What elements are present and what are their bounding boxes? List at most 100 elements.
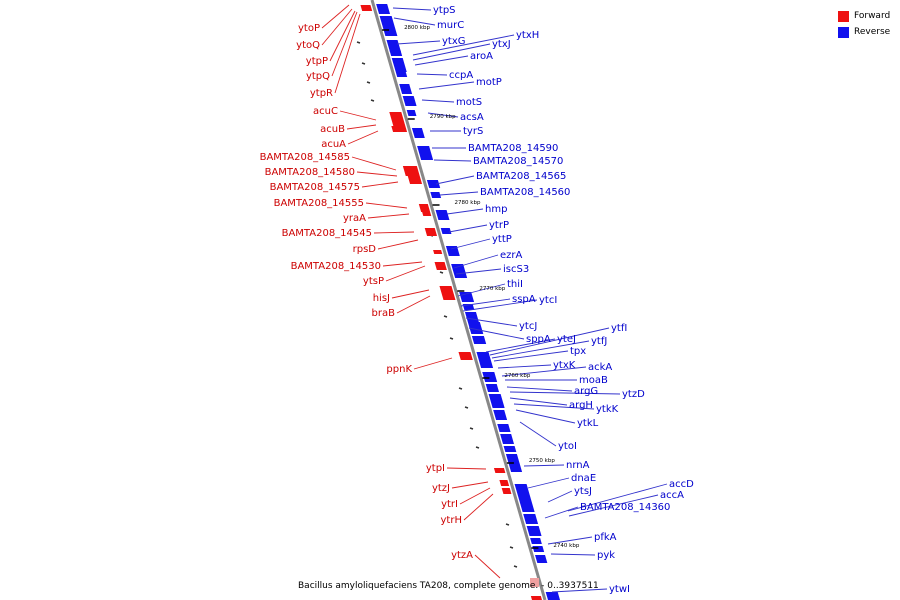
forward-gene-label: ytrH <box>441 515 462 526</box>
forward-gene-label: hisJ <box>373 293 390 304</box>
forward-feature-block <box>501 488 512 494</box>
forward-swatch <box>838 10 849 22</box>
forward-feature-block <box>493 468 506 473</box>
feature-dash <box>509 546 514 549</box>
reverse-feature-block <box>389 50 403 56</box>
reverse-gene-label: ytsJ <box>574 486 592 497</box>
reverse-gene-label: BAMTA208_14560 <box>480 187 570 198</box>
leader-line <box>361 181 399 188</box>
leader-line <box>331 11 358 77</box>
reverse-gene-label: murC <box>437 20 464 31</box>
feature-dash <box>475 446 480 449</box>
reverse-gene-label: iscS3 <box>503 264 529 275</box>
reverse-feature-block <box>526 526 542 536</box>
leader-line <box>377 239 419 250</box>
reverse-feature-block <box>508 464 523 472</box>
kbp-tick-label: 2750 kbp <box>529 458 555 464</box>
reverse-feature-block <box>386 40 401 52</box>
reverse-gene-label: ytxK <box>553 360 576 371</box>
forward-gene-label: BAMTA208_14585 <box>260 152 350 163</box>
forward-feature-block <box>530 596 542 600</box>
forward-gene-label: rpsD <box>353 244 377 255</box>
forward-gene-label: ytpQ <box>306 71 330 82</box>
reverse-feature-block <box>503 446 517 452</box>
forward-feature-block <box>434 262 447 270</box>
leader-line <box>334 13 361 94</box>
reverse-gene-label: dnaE <box>571 473 596 484</box>
leader-line <box>321 4 350 29</box>
reverse-gene-label: ytfJ <box>591 336 607 347</box>
leader-line <box>446 208 484 215</box>
leader-line <box>367 213 410 219</box>
reverse-gene-label: yttP <box>492 234 512 245</box>
reverse-gene-label: hmp <box>485 204 507 215</box>
leader-line <box>513 403 595 410</box>
forward-gene-label: yraA <box>343 213 366 224</box>
reverse-feature-block <box>514 484 535 512</box>
leader-line <box>509 397 568 406</box>
reverse-feature-block <box>435 210 450 220</box>
leader-line <box>396 40 441 45</box>
forward-gene-label: ytoP <box>298 23 320 34</box>
leader-line <box>382 261 423 267</box>
forward-gene-label: acuB <box>320 124 345 135</box>
leader-line <box>339 110 377 121</box>
reverse-gene-label: ezrA <box>500 250 523 261</box>
reverse-gene-label: aroA <box>470 51 493 62</box>
reverse-gene-label: ytcJ <box>519 321 537 332</box>
leader-line <box>567 483 668 512</box>
reverse-gene-label: ytwI <box>609 584 630 595</box>
reverse-gene-label: accD <box>669 479 694 490</box>
reverse-feature-block <box>535 555 548 563</box>
leader-line <box>485 338 556 353</box>
leader-line <box>439 191 479 196</box>
reverse-feature-block <box>399 84 413 94</box>
feature-dash <box>464 406 469 409</box>
reverse-feature-block <box>379 16 398 36</box>
reverse-feature-block <box>402 96 417 106</box>
reverse-swatch <box>838 26 849 38</box>
kbp-tick-label: 2740 kbp <box>553 543 579 549</box>
leader-line <box>453 254 499 269</box>
reverse-gene-label: argH <box>569 400 593 411</box>
leader-line <box>351 156 397 171</box>
reverse-gene-label: thiI <box>507 279 523 290</box>
reverse-gene-label: acsA <box>460 112 484 123</box>
leader-line <box>321 8 353 46</box>
leader-line <box>519 421 557 447</box>
reverse-gene-label: nrnA <box>566 460 590 471</box>
reverse-feature-block <box>488 394 505 408</box>
forward-gene-label: ytpR <box>310 88 333 99</box>
reverse-feature-block <box>376 4 391 14</box>
reverse-gene-label: tpx <box>570 346 586 357</box>
leader-line <box>550 553 596 556</box>
reverse-feature-block <box>505 454 520 464</box>
reverse-feature-block <box>500 434 515 444</box>
reverse-feature-block <box>482 372 498 382</box>
forward-feature-block <box>407 176 423 184</box>
leader-line <box>393 17 436 26</box>
leader-line <box>509 391 621 395</box>
forward-feature-block <box>439 286 456 300</box>
label-layer: 2800 kbp 2790 kbp 2780 kbp 2770 kbp 2760 kbp… <box>260 5 695 595</box>
leader-line <box>463 493 494 521</box>
feature-layer <box>360 4 560 600</box>
leader-line <box>446 467 487 470</box>
reverse-gene-label: sppA <box>526 334 551 345</box>
forward-gene-label: braB <box>372 308 396 319</box>
reverse-gene-label: yteJ <box>557 334 576 345</box>
forward-feature-block <box>418 204 431 212</box>
leader-line <box>501 366 587 377</box>
leader-line <box>414 55 469 66</box>
leader-line <box>451 481 489 489</box>
leader-line <box>491 340 590 359</box>
reverse-gene-label: BAMTA208_14565 <box>476 171 566 182</box>
legend-reverse: Reverse <box>838 24 890 40</box>
leader-line <box>450 238 491 250</box>
leader-line <box>412 43 491 61</box>
feature-dash <box>356 41 361 44</box>
forward-feature-block <box>389 112 406 126</box>
forward-feature-block <box>433 250 443 254</box>
reverse-feature-block <box>445 246 460 256</box>
